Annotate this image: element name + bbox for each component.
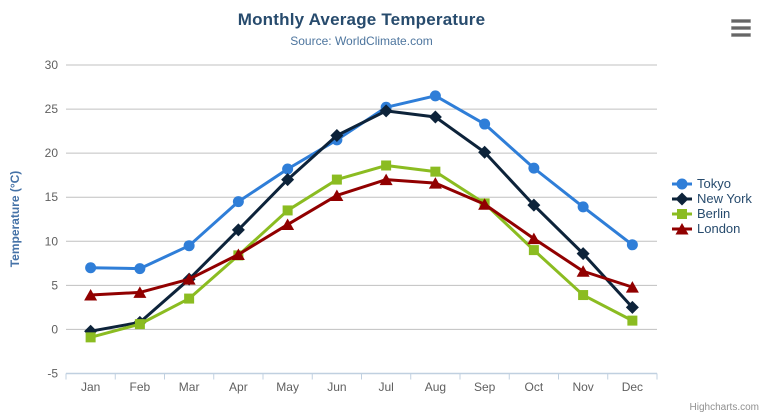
chart-title: Monthly Average Temperature [237, 10, 486, 29]
data-point-marker[interactable] [231, 223, 245, 237]
data-point-marker[interactable] [133, 286, 147, 298]
legend-item-label: Tokyo [697, 176, 731, 191]
hamburger-menu-icon[interactable] [731, 19, 751, 37]
x-axis-label: Jan [81, 380, 100, 394]
data-point-marker[interactable] [478, 198, 492, 210]
y-axis-label: 30 [45, 58, 59, 72]
y-axis-label: 15 [45, 190, 59, 204]
legend-item-london[interactable]: London [672, 221, 752, 236]
data-point-marker[interactable] [578, 290, 589, 301]
data-point-marker[interactable] [527, 232, 541, 245]
data-point-marker[interactable] [528, 245, 539, 256]
y-axis-label: 20 [45, 146, 59, 160]
legend-item-berlin[interactable]: Berlin [672, 206, 752, 221]
data-point-marker[interactable] [675, 192, 689, 205]
data-point-marker[interactable] [330, 189, 344, 201]
legend-marker-icon [672, 222, 692, 235]
data-point-marker[interactable] [528, 162, 540, 174]
x-axis-label: Nov [572, 380, 593, 394]
x-axis-label: Sep [474, 380, 496, 394]
data-point-marker[interactable] [627, 315, 638, 326]
y-axis-label: 25 [45, 102, 59, 116]
data-point-marker[interactable] [331, 174, 342, 185]
data-point-marker[interactable] [282, 205, 293, 216]
data-point-marker[interactable] [379, 173, 393, 186]
data-point-marker[interactable] [428, 110, 442, 124]
data-point-marker[interactable] [675, 222, 689, 235]
legend-item-label: Berlin [697, 206, 731, 221]
data-point-marker[interactable] [232, 196, 244, 208]
data-point-marker[interactable] [85, 262, 97, 274]
data-point-marker[interactable] [85, 332, 96, 343]
hamburger-bar [731, 33, 751, 37]
data-point-marker[interactable] [676, 178, 688, 189]
data-point-marker[interactable] [281, 218, 295, 231]
data-point-marker[interactable] [134, 263, 146, 275]
x-axis-label: May [276, 380, 299, 394]
data-point-marker[interactable] [478, 145, 492, 159]
legend-item-new-york[interactable]: New York [672, 191, 752, 206]
x-axis-label: Jul [378, 380, 393, 394]
data-point-marker[interactable] [430, 166, 441, 177]
data-point-marker[interactable] [184, 293, 195, 304]
data-point-marker[interactable] [429, 90, 441, 102]
legend-marker-icon [672, 208, 692, 219]
data-point-marker[interactable] [84, 289, 98, 301]
data-point-marker[interactable] [381, 160, 392, 171]
data-point-marker[interactable] [182, 273, 196, 285]
legend-item-tokyo[interactable]: Tokyo [672, 176, 752, 191]
data-point-marker[interactable] [577, 201, 589, 213]
credits-label[interactable]: Highcharts.com [689, 402, 759, 413]
y-axis-label: 5 [51, 278, 58, 292]
hamburger-bar [731, 26, 751, 30]
series-line [89, 163, 634, 339]
x-axis-label: Jun [327, 380, 346, 394]
hamburger-bar [731, 19, 751, 23]
data-point-marker[interactable] [625, 281, 639, 293]
data-point-marker[interactable] [677, 208, 687, 219]
x-axis-label: Dec [622, 380, 643, 394]
data-point-marker[interactable] [134, 319, 145, 330]
x-axis-label: Mar [179, 380, 200, 394]
data-point-marker[interactable] [183, 240, 195, 252]
series-new-york[interactable] [84, 104, 639, 338]
legend-item-label: London [697, 221, 741, 236]
x-axis-label: Apr [229, 380, 248, 394]
y-axis-label: -5 [47, 367, 58, 381]
data-point-marker[interactable] [281, 173, 295, 187]
data-point-marker[interactable] [330, 129, 344, 143]
series-tokyo[interactable] [85, 90, 638, 275]
data-point-marker[interactable] [231, 248, 245, 261]
data-point-marker[interactable] [576, 265, 590, 277]
legend-marker-icon [672, 192, 692, 205]
data-point-marker[interactable] [479, 118, 491, 130]
legend-item-label: New York [697, 191, 752, 206]
data-point-marker[interactable] [282, 163, 294, 175]
x-axis-label: Oct [525, 380, 544, 394]
series-line [89, 109, 634, 333]
series-line [89, 178, 634, 297]
data-point-marker[interactable] [625, 300, 639, 314]
data-point-marker[interactable] [576, 247, 590, 261]
x-axis-label: Aug [425, 380, 446, 394]
series-london[interactable] [84, 173, 639, 301]
data-point-marker[interactable] [527, 198, 541, 212]
chart-subtitle: Source: WorldClimate.com [290, 34, 433, 48]
data-point-marker[interactable] [428, 177, 442, 189]
data-point-marker[interactable] [626, 239, 638, 251]
x-axis-label: Feb [130, 380, 151, 394]
legend-marker-icon [672, 178, 692, 189]
data-point-marker[interactable] [379, 104, 393, 118]
legend: Tokyo New York Berlin London [672, 176, 752, 236]
y-axis-label: 0 [51, 322, 58, 336]
y-axis-label: 10 [45, 234, 59, 248]
